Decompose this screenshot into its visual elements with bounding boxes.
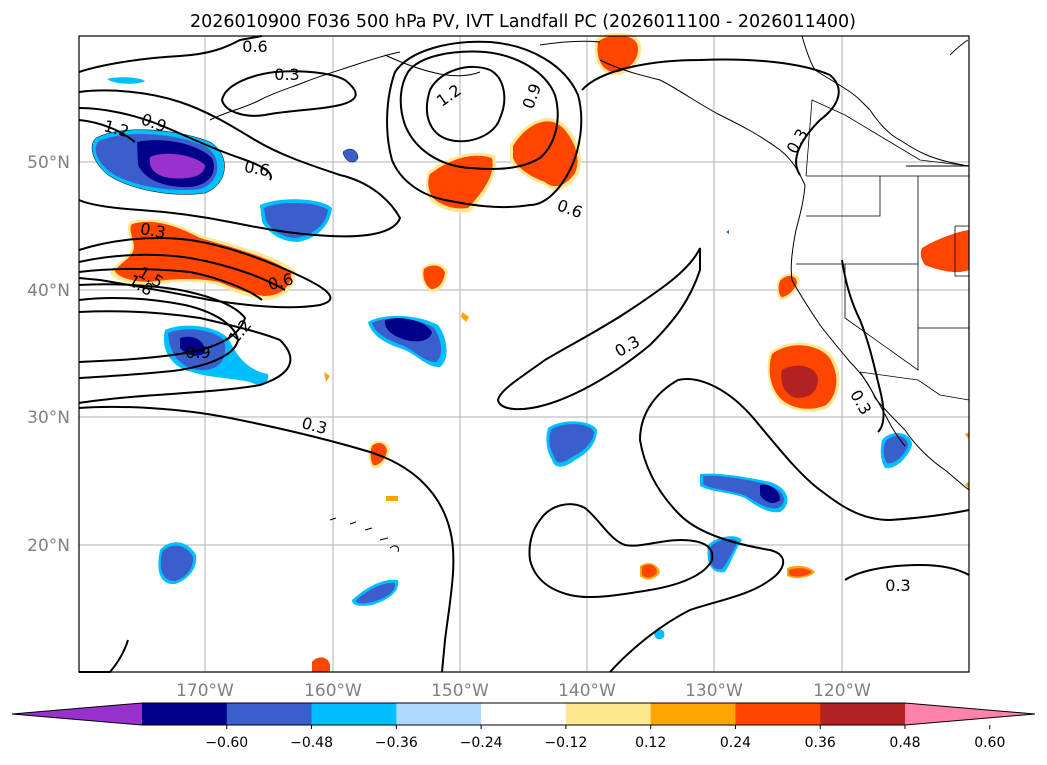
- colorbar-segment: [481, 703, 567, 725]
- contour-0.3-east: [677, 378, 970, 522]
- colorbar-tick-label: 0.12: [635, 735, 666, 751]
- contour-1.2-south: [78, 283, 247, 363]
- coastline-british-columbia: [801, 35, 970, 167]
- coastline-alaska-south: [539, 40, 601, 46]
- colorbar-segment: [565, 703, 652, 725]
- colorbar-tick-label: −0.48: [290, 735, 333, 751]
- contour-0.3-north: [220, 70, 357, 117]
- political-borders: [796, 99, 970, 401]
- map-frame: [78, 35, 970, 673]
- colorbar-segment: [650, 703, 736, 725]
- contour-0.9-south: [78, 296, 240, 379]
- colorbar-outline: [11, 702, 1036, 726]
- hawaiian-islands: [329, 517, 399, 553]
- contour-label: 0.6: [243, 157, 271, 180]
- coastline-west-north-america: [599, 59, 876, 399]
- colorbar-tick-label: 0.60: [974, 735, 1005, 751]
- contour-label: 0.3: [885, 576, 910, 595]
- contour-0.6-mid: [386, 40, 583, 209]
- colorbar-tick-label: 0.36: [805, 735, 836, 751]
- pv-shading: [91, 32, 969, 672]
- contour-1.2-mid: [425, 65, 506, 143]
- contour-label: 0.6: [242, 37, 267, 56]
- contour-0.3-southeast: [844, 563, 970, 581]
- colorbar-tick-label: −0.60: [205, 735, 248, 751]
- contour-0.3-coast: [841, 259, 885, 433]
- pv-contours: [78, 35, 970, 673]
- lat-label-20n: 20°N: [27, 536, 70, 556]
- colorbar-segment: [142, 703, 228, 725]
- coastline-aleutians: [209, 51, 401, 121]
- contour-0.9-mid: [399, 50, 559, 170]
- coastline-alaska-peninsula: [384, 54, 481, 77]
- negative-pv-blob-small-north: [107, 77, 145, 84]
- border-california-nevada: [844, 264, 969, 371]
- colorbar-tick-label: 0.24: [720, 735, 751, 751]
- map-title: 2026010900 F036 500 hPa PV, IVT Landfall…: [190, 12, 856, 32]
- contour-0.6-north: [78, 35, 263, 73]
- lat-label-30n: 30°N: [27, 408, 70, 428]
- latitude-labels: 50°N 40°N 30°N 20°N: [27, 153, 70, 556]
- colorbar-segment: [226, 703, 313, 725]
- colorbar-extension-max: [905, 703, 1035, 725]
- coastline-mexico: [874, 397, 970, 491]
- contour-labels: 0.6 0.3 1.2 0.9 0.3 1.2 0.9 0.6 0.6 0.3 …: [102, 37, 911, 595]
- colorbar-extension-min: [12, 703, 142, 725]
- lat-label-40n: 40°N: [27, 281, 70, 301]
- contour-0.3-band: [78, 237, 332, 309]
- contour-0.3-south-loop: [528, 503, 714, 599]
- lon-label-140w: 140°W: [558, 681, 616, 701]
- colorbar-tick-label: −0.12: [544, 735, 587, 751]
- coastlines: [209, 35, 970, 553]
- contour-0.6-west: [78, 89, 402, 238]
- contour-1.8: [78, 268, 263, 301]
- colorbar-segment: [820, 703, 906, 725]
- colorbar-segment: [396, 703, 482, 725]
- border-washington-oregon: [806, 176, 881, 217]
- contour-label: 0.9: [185, 343, 210, 362]
- lat-label-50n: 50°N: [27, 153, 70, 173]
- contour-0.6-south: [78, 310, 292, 404]
- lon-label-170w: 170°W: [176, 681, 234, 701]
- colorbar-segment: [311, 703, 397, 725]
- contour-0.3-loop: [609, 379, 785, 673]
- colorbar-tick-label: 0.48: [889, 735, 920, 751]
- colorbar: −0.60 −0.48 −0.36 −0.24 −0.12 0.12 0.24 0.36 0.4…: [11, 702, 1036, 751]
- colorbar-segment: [735, 703, 821, 725]
- contour-label: 0.3: [274, 65, 299, 84]
- colorbar-tick-label: −0.24: [460, 735, 503, 751]
- contour-1.2-west: [78, 119, 136, 143]
- lon-label-130w: 130°W: [685, 681, 743, 701]
- coastline-baja-california: [859, 371, 906, 447]
- contour-0.9-west: [78, 107, 272, 181]
- contour-1.5: [78, 253, 286, 291]
- lon-label-150w: 150°W: [431, 681, 489, 701]
- border-us-mexico: [859, 371, 970, 401]
- longitude-labels: 170°W 160°W 150°W 140°W 130°W 120°W: [176, 681, 871, 701]
- contour-label: 0.3: [139, 219, 167, 242]
- contour-0.3-northeast: [581, 58, 840, 176]
- map-panel: [78, 32, 970, 673]
- lon-label-160w: 160°W: [304, 681, 362, 701]
- contour-0.3-central: [496, 247, 701, 411]
- contour-0.3-southwest: [78, 405, 455, 673]
- lon-label-120w: 120°W: [813, 681, 871, 701]
- colorbar-tick-label: −0.36: [375, 735, 418, 751]
